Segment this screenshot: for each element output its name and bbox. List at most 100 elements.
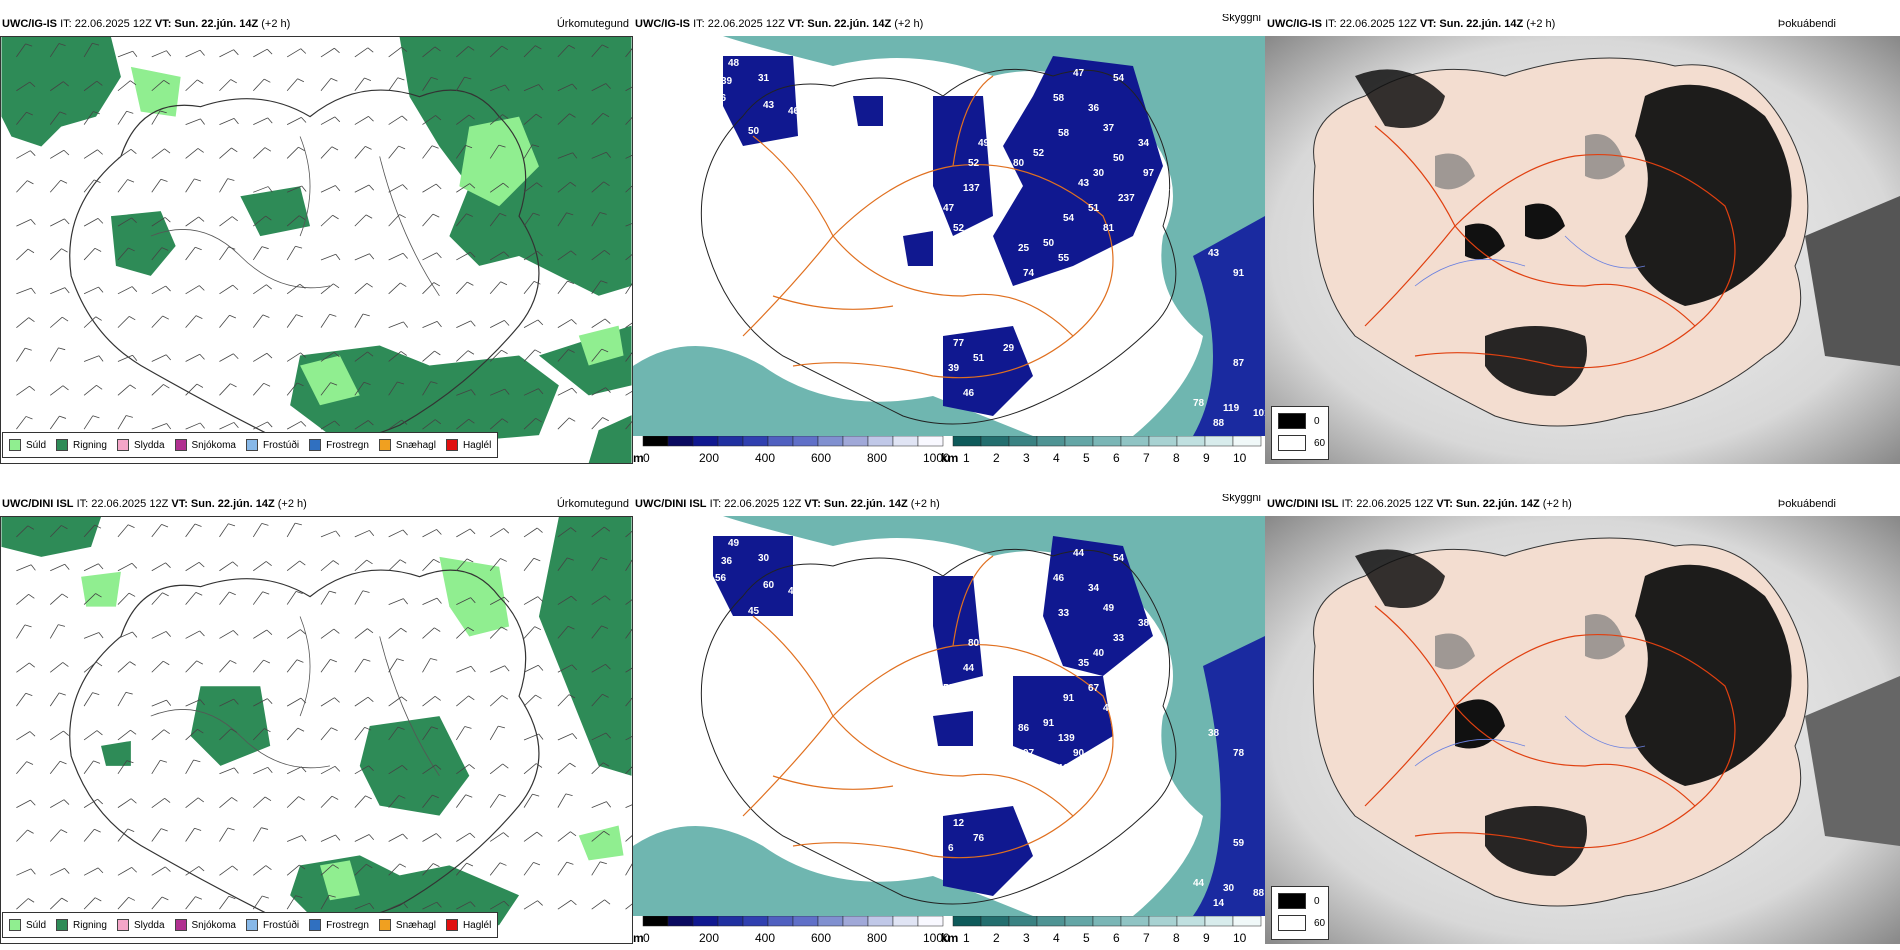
wind-barb	[422, 213, 434, 227]
wind-barb-flag	[63, 81, 69, 87]
wind-barb	[151, 760, 161, 775]
height-unit: m	[633, 931, 644, 944]
wind-barb	[83, 661, 97, 673]
wind-barb	[253, 421, 268, 430]
wind-barb	[625, 697, 632, 707]
wind-barb	[422, 252, 437, 261]
wind-barb	[286, 185, 302, 193]
wind-barb-flag	[163, 384, 170, 389]
visibility-value: 35	[1078, 658, 1090, 669]
wind-barb	[388, 77, 399, 91]
wind-barb	[151, 699, 167, 707]
wind-barb-flag	[504, 84, 510, 91]
wind-barb-flag	[160, 828, 168, 832]
wind-barb	[253, 147, 266, 159]
wind-barb	[253, 78, 265, 92]
visibility-value: 46	[1053, 573, 1065, 584]
wind-barb	[422, 901, 437, 910]
valid-time-label: VT:	[804, 498, 821, 510]
height-bar-segment	[717, 916, 744, 927]
vis-tick: 3	[1023, 451, 1030, 464]
wind-barb-flag	[129, 661, 136, 666]
height-bar-segment	[742, 916, 769, 927]
wind-barb	[557, 664, 573, 673]
legend-item: Snæhagl	[378, 919, 436, 931]
wind-barb-flag	[402, 833, 408, 840]
wind-barb-flag	[605, 83, 611, 89]
wind-barb	[320, 864, 334, 876]
wind-barb-flag	[498, 725, 505, 729]
wind-barb	[388, 115, 403, 125]
wind-barb-flag	[195, 246, 202, 251]
wind-barb	[253, 561, 267, 572]
valid-time-label: VT:	[1419, 18, 1437, 30]
wind-barb-flag	[533, 212, 540, 216]
wind-barb-flag	[602, 112, 610, 118]
wind-barb	[83, 179, 95, 193]
wind-barb	[117, 217, 132, 227]
wind-barb	[456, 281, 468, 295]
wind-barb-flag	[267, 698, 273, 704]
wind-barb-flag	[197, 148, 204, 153]
wind-barb-flag	[399, 559, 407, 564]
wind-barb-flag	[366, 283, 373, 288]
wind-barb-flag	[601, 348, 609, 353]
wind-barb	[253, 48, 268, 58]
wind-barb	[557, 861, 568, 876]
vis-bar-segment	[1092, 436, 1122, 447]
wind-barb-flag	[503, 528, 510, 534]
wind-barb-flag	[265, 865, 272, 870]
wind-barb-flag	[28, 317, 35, 322]
wind-barb	[320, 420, 335, 430]
wind-barb	[490, 665, 505, 673]
init-time: IT: 22.06.2025 12Z	[60, 18, 152, 30]
wind-barb	[151, 384, 164, 396]
wind-barb	[219, 284, 234, 295]
wind-barb	[286, 835, 303, 842]
wind-barb	[320, 628, 335, 639]
wind-barb-flag	[433, 282, 441, 287]
wind-barb	[185, 353, 200, 362]
visibility-value: 48	[978, 618, 990, 629]
wind-barb	[557, 152, 573, 159]
wind-barb-flag	[436, 901, 442, 908]
legend-item: Snæhagl	[378, 439, 436, 451]
wind-barb	[286, 48, 301, 58]
panel-title: Skyggni	[1221, 14, 1261, 24]
legend-item: Frostúði	[245, 919, 299, 931]
vis-tick: 2	[993, 931, 1000, 944]
wind-barb	[523, 527, 538, 538]
wind-barb	[219, 767, 235, 775]
wind-barb	[219, 216, 233, 227]
wind-barb	[489, 626, 502, 639]
wind-barb	[286, 629, 301, 639]
wind-barb-flag	[403, 598, 408, 605]
visibility-value: 49	[728, 538, 740, 549]
panel-title: Úrkomutegund	[556, 498, 629, 510]
wind-barb-flag	[565, 793, 573, 796]
wind-barb-flag	[295, 522, 302, 526]
visibility-value: 139	[1058, 733, 1075, 744]
fog-panel-top: UWC/IG-IS IT: 22.06.2025 12Z VT: Sun. 22…	[1265, 14, 1900, 464]
visibility-value: 91	[1233, 268, 1245, 279]
wind-barb	[185, 246, 196, 261]
wind-barb-flag	[468, 418, 475, 424]
wind-barb	[354, 863, 367, 876]
wind-barb	[219, 49, 234, 58]
wind-barb	[185, 178, 195, 193]
wind-barb-flag	[228, 895, 236, 900]
wind-barb-flag	[229, 591, 236, 596]
wind-barb	[354, 658, 365, 673]
visibility-value: 50	[1043, 238, 1055, 249]
wind-barb	[422, 282, 435, 295]
vis-bar-segment	[1232, 436, 1262, 447]
wind-barb	[185, 523, 196, 538]
wind-barb	[219, 827, 229, 842]
wind-barb-flag	[296, 659, 304, 663]
wind-barb	[320, 283, 334, 295]
wind-barb	[286, 382, 298, 396]
wind-barb	[489, 114, 503, 125]
height-tick: 0	[643, 451, 650, 464]
visibility-value: 91	[1043, 718, 1055, 729]
wind-barb-flag	[533, 862, 541, 866]
